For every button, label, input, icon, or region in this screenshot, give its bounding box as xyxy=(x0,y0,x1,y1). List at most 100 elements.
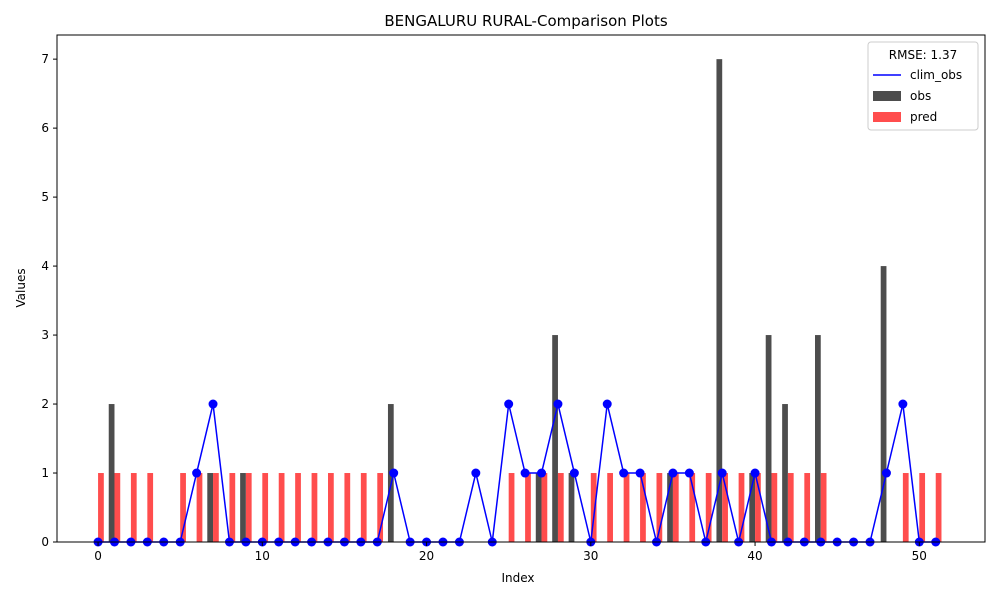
obs-bar xyxy=(815,335,821,542)
clim-obs-point xyxy=(208,399,218,409)
pred-bar xyxy=(771,473,778,542)
legend-label: clim_obs xyxy=(910,68,962,82)
x-tick-label: 40 xyxy=(747,549,762,563)
clim-obs-point xyxy=(192,468,202,478)
pred-bar xyxy=(213,473,219,542)
clim-obs-point xyxy=(684,468,694,478)
y-tick-label: 0 xyxy=(41,535,49,549)
plot-area xyxy=(93,59,942,547)
x-tick-label: 10 xyxy=(255,549,270,563)
pred-bar xyxy=(525,473,531,542)
pred-bar xyxy=(360,473,367,542)
y-tick-label: 1 xyxy=(41,466,49,480)
clim-obs-point xyxy=(881,468,891,478)
pred-bar xyxy=(147,473,154,542)
clim-obs-point xyxy=(619,468,629,478)
legend-swatch-bar xyxy=(873,91,901,101)
pred-bar xyxy=(705,473,712,542)
pred-bar xyxy=(607,473,613,542)
x-tick-label: 20 xyxy=(419,549,434,563)
pred-bar xyxy=(229,473,236,542)
pred-bar xyxy=(722,473,728,542)
pred-bar xyxy=(278,473,285,542)
pred-bar xyxy=(672,473,679,542)
pred-bar xyxy=(640,473,646,542)
obs-bar xyxy=(667,473,673,542)
obs-bar xyxy=(782,404,788,542)
obs-bar xyxy=(207,473,214,542)
pred-bar xyxy=(344,473,351,542)
clim-obs-point xyxy=(504,399,514,409)
pred-bar xyxy=(919,473,926,542)
obs-bar xyxy=(240,473,246,542)
legend-label: pred xyxy=(910,110,937,124)
clim-obs-point xyxy=(537,468,547,478)
pred-bar xyxy=(130,473,137,542)
clim-obs-point xyxy=(635,468,645,478)
legend-title: RMSE: 1.37 xyxy=(889,48,957,62)
pred-bar xyxy=(590,473,597,542)
obs-bar xyxy=(108,404,115,542)
pred-bar xyxy=(262,473,269,542)
clim-obs-point xyxy=(602,399,612,409)
legend-box xyxy=(867,41,979,131)
pred-bar xyxy=(804,473,811,542)
pred-bar xyxy=(541,473,548,542)
pred-bar xyxy=(787,473,794,542)
obs-bar xyxy=(749,473,756,542)
clim-obs-point xyxy=(717,468,727,478)
pred-bar xyxy=(245,473,252,542)
obs-bar xyxy=(552,335,558,542)
x-tick-label: 30 xyxy=(583,549,598,563)
pred-bar xyxy=(738,473,745,542)
y-axis-title: Values xyxy=(14,268,28,307)
clim-obs-point xyxy=(471,468,481,478)
legend-label: obs xyxy=(910,89,931,103)
pred-bar xyxy=(557,473,564,542)
pred-bar xyxy=(114,473,121,542)
y-tick-label: 6 xyxy=(41,121,49,135)
clim-obs-point xyxy=(668,468,678,478)
obs-bar xyxy=(716,59,723,543)
pred-bar xyxy=(295,473,301,542)
pred-bar xyxy=(820,473,827,542)
x-axis-title: Index xyxy=(501,571,534,585)
clim-obs-point xyxy=(750,468,760,478)
clim-obs-point xyxy=(898,399,908,409)
pred-bar xyxy=(935,473,942,542)
clim-obs-point xyxy=(569,468,579,478)
pred-bar xyxy=(689,473,696,542)
obs-bar xyxy=(880,266,887,542)
pred-bar xyxy=(755,473,761,542)
legend-swatch-bar xyxy=(873,112,901,122)
x-tick-label: 0 xyxy=(94,549,102,563)
y-tick-label: 7 xyxy=(41,52,49,66)
obs-bar xyxy=(535,473,542,542)
clim-obs-point xyxy=(389,468,399,478)
pred-bar xyxy=(180,473,186,542)
y-tick-label: 2 xyxy=(41,397,49,411)
pred-bar xyxy=(196,473,203,542)
y-tick-label: 4 xyxy=(41,259,49,273)
obs-bar xyxy=(568,473,575,542)
pred-bar xyxy=(328,473,334,542)
x-axis: 0 10 20 30 40 50 xyxy=(94,542,927,563)
pred-bar xyxy=(311,473,318,542)
x-tick-label: 50 xyxy=(912,549,927,563)
pred-bar xyxy=(902,473,909,542)
pred-bar xyxy=(508,473,515,542)
pred-bar xyxy=(377,473,384,542)
y-tick-label: 3 xyxy=(41,328,49,342)
clim-obs-point xyxy=(520,468,530,478)
clim-obs-point xyxy=(553,399,563,409)
pred-bar xyxy=(98,473,104,542)
pred-bar xyxy=(623,473,630,542)
y-tick-label: 5 xyxy=(41,190,49,204)
chart-title: BENGALURU RURAL-Comparison Plots xyxy=(384,12,667,30)
pred-bar xyxy=(656,473,663,542)
y-axis: 0 1 2 3 4 5 6 7 xyxy=(41,52,57,549)
obs-bar xyxy=(765,335,772,542)
plot-frame xyxy=(56,34,986,543)
